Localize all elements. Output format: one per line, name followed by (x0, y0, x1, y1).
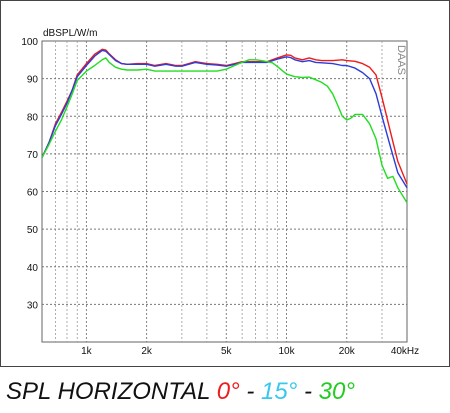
series-line-15deg (41, 49, 408, 189)
caption-angle-15: 15° (261, 378, 298, 405)
caption-angle-0: 0° (216, 378, 240, 405)
y-tick-label: 40 (27, 263, 39, 274)
y-tick-label: 70 (27, 150, 39, 161)
y-tick-label: 50 (27, 225, 39, 236)
x-tick-label: 10k (278, 346, 295, 357)
label-layer: 1k 2k 5k 10k 20k 40kHz 30 40 50 60 70 80 90 100 (21, 37, 419, 357)
x-tick-label: 1k (81, 346, 93, 357)
plot-area (41, 40, 408, 343)
series-line-30deg (41, 57, 408, 204)
daas-watermark: DAAS (395, 45, 407, 75)
caption-separator-2: - (297, 378, 319, 405)
y-axis-unit-label: dBSPL/W/m (43, 28, 97, 39)
y-tick-label: 100 (21, 37, 38, 48)
caption-angle-30: 30° (318, 378, 355, 405)
y-tick-label: 90 (27, 75, 39, 86)
y-tick-label: 30 (27, 300, 39, 311)
x-tick-label: 20k (339, 346, 356, 357)
caption-title: SPL HORIZONTAL (6, 378, 211, 405)
y-tick-label: 60 (27, 188, 39, 199)
x-tick-label: 40kHz (391, 346, 419, 357)
caption-separator-1: - (239, 378, 262, 405)
series-layer (41, 48, 408, 204)
y-tick-label: 80 (27, 112, 39, 123)
series-line-0deg (41, 48, 408, 185)
chart-caption: SPL HORIZONTAL 0° - 15° - 30° (6, 375, 446, 409)
x-tick-label: 5k (221, 346, 233, 357)
grid-layer (42, 41, 407, 342)
x-tick-label: 2k (141, 346, 153, 357)
